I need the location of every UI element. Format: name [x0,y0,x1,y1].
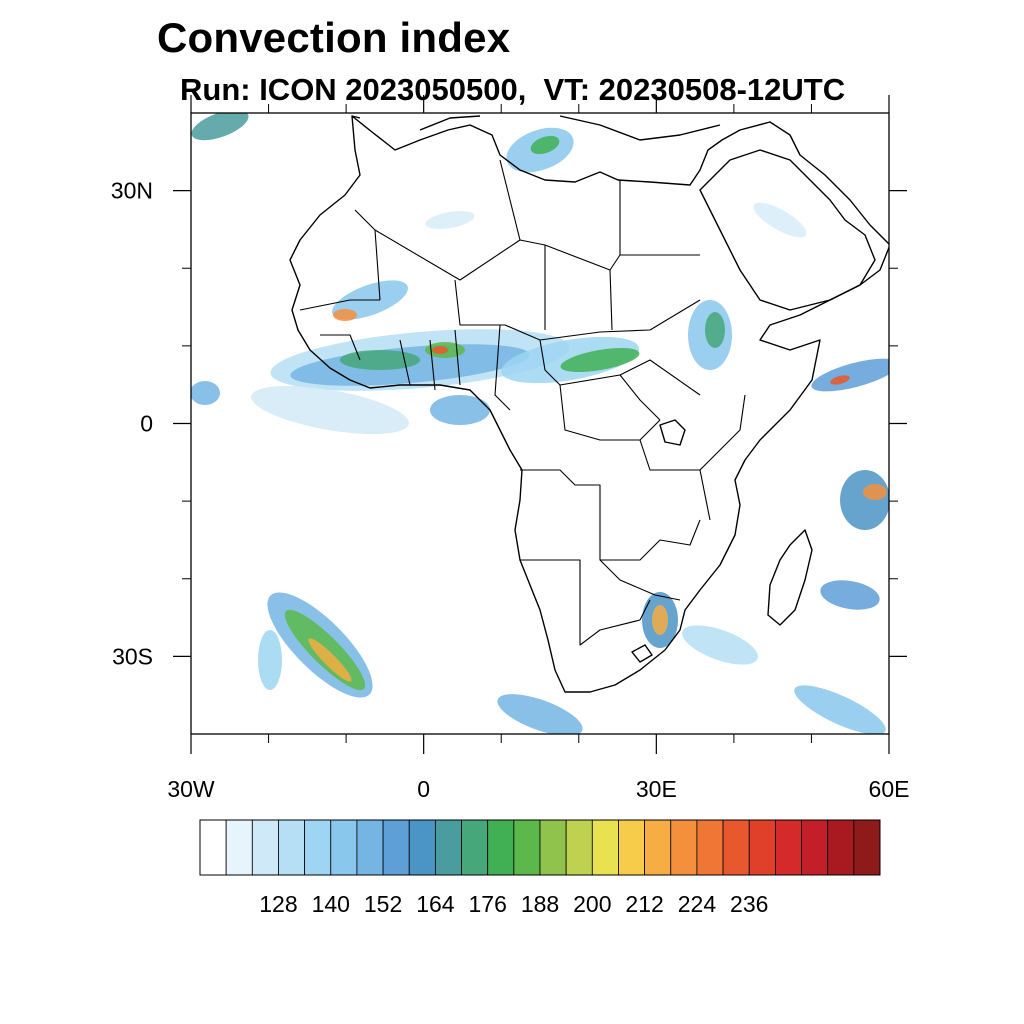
map-axes: 30N 0 30S 30W 0 30E 60E [111,95,910,802]
colorbar-swatch [853,819,881,876]
colorbar-swatch [304,819,332,876]
convection-blob [251,385,409,435]
convection-blob [830,375,850,385]
colorbar: 128 140 152 164 176 188 200 212 224 236 [199,819,881,917]
colorbar-swatch [618,819,646,876]
convection-blob [425,211,475,229]
colorbar-swatch [748,819,776,876]
lesotho-border [631,644,653,663]
convection-blob [308,638,352,682]
colorbar-swatch [408,819,436,876]
coastlines-and-borders [289,115,889,693]
convection-blob [682,625,758,665]
colorbar-label: 212 [625,891,663,917]
colorbar-label: 164 [416,891,455,917]
colorbar-label: 176 [469,891,507,917]
colorbar-label: 140 [312,891,350,917]
lat-label: 0 [140,411,153,437]
lon-label: 60E [869,776,910,802]
colorbar-swatch [644,819,672,876]
colorbar-swatch [565,819,593,876]
map-subtitle: Run: ICON 2023050500, VT: 20230508-12UTC [180,72,846,107]
colorbar-swatch [513,819,541,876]
colorbar-swatch [696,819,724,876]
country-borders [299,159,746,646]
colorbar-swatch [539,819,567,876]
convection-blob [811,358,889,392]
colorbar-swatch [461,819,489,876]
convection-blob [705,312,725,348]
africa-coastline [289,115,889,693]
colorbar-swatch [199,819,227,876]
lake-victoria [659,419,686,446]
convection-blob [497,694,583,734]
convection-blob [191,113,249,141]
convection-blob [840,470,889,530]
lat-label: 30S [112,643,153,669]
colorbar-label: 188 [521,891,559,917]
colorbar-swatch [434,819,462,876]
colorbar-swatch [801,819,829,876]
convection-blob [432,346,448,354]
colorbar-swatch [356,819,384,876]
convection-blob [340,350,420,370]
colorbar-swatch [487,819,515,876]
colorbar-swatch [225,819,253,876]
convection-blob [430,395,490,425]
colorbar-swatch [722,819,750,876]
convection-blob [794,685,886,734]
colorbar-swatch [591,819,619,876]
colorbar-swatch [330,819,358,876]
convection-blob [560,347,640,373]
colorbar-swatch [670,819,698,876]
colorbar-label: 152 [364,891,402,917]
colorbar-label: 224 [678,891,717,917]
lon-label: 30E [636,776,677,802]
arabia-coastline [699,149,876,311]
colorbar-swatch [382,819,410,876]
convection-field [191,113,889,734]
map-title: Convection index [157,14,511,61]
convection-blob [530,135,560,155]
colorbar-label: 236 [730,891,768,917]
convection-blob [863,484,887,500]
convection-blob [191,381,220,405]
convection-blob [820,580,880,610]
madagascar-coastline [767,529,813,626]
colorbar-swatch [774,819,802,876]
colorbar-frame [199,819,881,876]
colorbar-swatch [278,819,306,876]
colorbar-swatch [827,819,855,876]
lon-label: 30W [167,776,215,802]
convection-blob [652,605,668,635]
lat-label: 30N [111,178,153,204]
colorbar-label: 200 [573,891,611,917]
colorbar-swatch [251,819,279,876]
convection-blob [753,202,807,238]
colorbar-label: 128 [259,891,297,917]
europe-coastline [351,115,721,141]
lon-label: 0 [417,776,430,802]
convection-blob [258,630,282,690]
convection-blob [333,309,357,321]
